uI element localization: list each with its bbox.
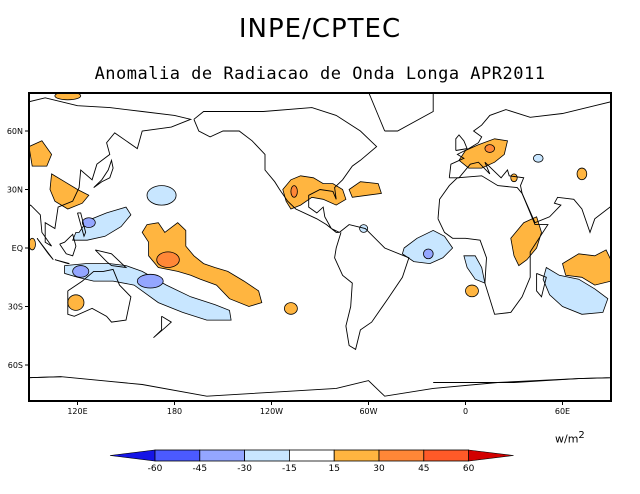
positive-anomaly-region — [465, 284, 479, 298]
coastline — [433, 377, 611, 383]
lat-tick-label: 30N — [7, 186, 23, 195]
axis-ticks: 120E 180 120W 60W 0 60E 60N 30N EQ 30S 60S — [7, 127, 570, 416]
coastline — [54, 259, 70, 265]
negative-anomaly-region — [72, 265, 90, 278]
coastline — [29, 376, 62, 379]
colorbar-segment — [423, 449, 469, 462]
coastline — [36, 238, 54, 260]
negative-anomaly-region — [533, 154, 544, 163]
negative-anomaly-region — [542, 266, 609, 315]
coastline — [193, 107, 378, 233]
colorbar-segment — [244, 449, 290, 462]
coastline — [448, 101, 611, 234]
colorbar-arrow-high — [468, 449, 514, 462]
coastline — [77, 212, 87, 238]
colorbar-label: 15 — [328, 464, 339, 474]
coastline — [437, 175, 549, 315]
coastline — [536, 272, 547, 298]
positive-anomaly-region — [348, 181, 382, 198]
negative-anomaly-region — [64, 263, 232, 321]
unit-text: w/m — [555, 432, 579, 446]
lon-tick-label: 0 — [463, 407, 468, 416]
colorbar-label: 45 — [418, 464, 429, 474]
positive-anomaly-region — [54, 93, 82, 101]
lon-tick-label: 60W — [359, 407, 377, 416]
positive-anomaly-region — [484, 144, 495, 153]
positive-anomaly-region — [510, 173, 518, 183]
coastline — [67, 268, 132, 323]
negative-anomaly-region — [72, 206, 132, 241]
colorbar-segment — [154, 449, 201, 462]
negative-anomaly-region — [81, 217, 96, 228]
colorbar-segment — [333, 449, 380, 462]
positive-anomaly-region — [510, 216, 542, 267]
positive-anomaly-region — [49, 173, 90, 210]
colorbar-label: -15 — [282, 464, 297, 474]
positive-anomaly-region — [290, 185, 298, 198]
coastline — [455, 134, 468, 151]
colorbar-label: 30 — [373, 464, 385, 474]
positive-anomaly-region — [67, 294, 85, 311]
lat-tick-label: 60S — [8, 361, 23, 370]
colorbar-arrow-low — [109, 449, 156, 462]
positive-anomaly-region — [458, 138, 508, 169]
anomaly-layer — [29, 93, 611, 321]
negative-anomaly-region — [463, 255, 486, 284]
coastline — [619, 238, 635, 259]
lon-tick-label: 180 — [167, 407, 182, 416]
colorbar-segment — [288, 449, 335, 462]
negative-anomaly-region — [136, 273, 164, 289]
coastline — [368, 93, 434, 132]
coastline — [29, 97, 193, 247]
lon-tick-label: 60E — [555, 407, 570, 416]
coastline — [153, 315, 173, 339]
map-title: Anomalia de Radiacao de Onda Longa APR20… — [94, 64, 546, 84]
coastline — [93, 158, 114, 188]
positive-anomaly-region — [29, 237, 36, 251]
coastline — [94, 249, 128, 269]
colorbar-segment — [199, 449, 246, 462]
negative-anomaly-region — [423, 248, 434, 260]
lon-tick-label: 120E — [67, 407, 87, 416]
coastline — [29, 376, 611, 397]
positive-anomaly-region — [29, 140, 53, 167]
coastline — [59, 233, 77, 257]
colorbar-label: -60 — [148, 464, 163, 474]
positive-anomaly-region — [562, 249, 611, 286]
positive-anomaly-region — [284, 302, 298, 315]
lat-tick-label: EQ — [12, 244, 23, 253]
positive-anomaly-region — [156, 251, 180, 268]
positive-anomaly-region — [576, 167, 588, 181]
negative-anomaly-region — [146, 185, 177, 206]
agency-title: INPE/CPTEC — [238, 14, 402, 44]
lon-tick-label: 120W — [260, 407, 283, 416]
coastlines — [29, 93, 635, 397]
colorbar: -60 -45 -30 -15 15 30 45 60 — [109, 449, 514, 474]
lat-tick-label: 30S — [8, 303, 23, 312]
lat-tick-label: 60N — [7, 127, 23, 136]
positive-anomaly-region — [141, 222, 263, 307]
colorbar-segment — [378, 449, 425, 462]
colorbar-label: -45 — [192, 464, 207, 474]
unit-exponent: 2 — [578, 430, 585, 441]
colorbar-label: 60 — [463, 464, 475, 474]
map-frame — [28, 92, 612, 402]
colorbar-label: -30 — [237, 464, 252, 474]
unit-label: w/m2 — [555, 430, 585, 446]
coastline — [334, 224, 410, 351]
